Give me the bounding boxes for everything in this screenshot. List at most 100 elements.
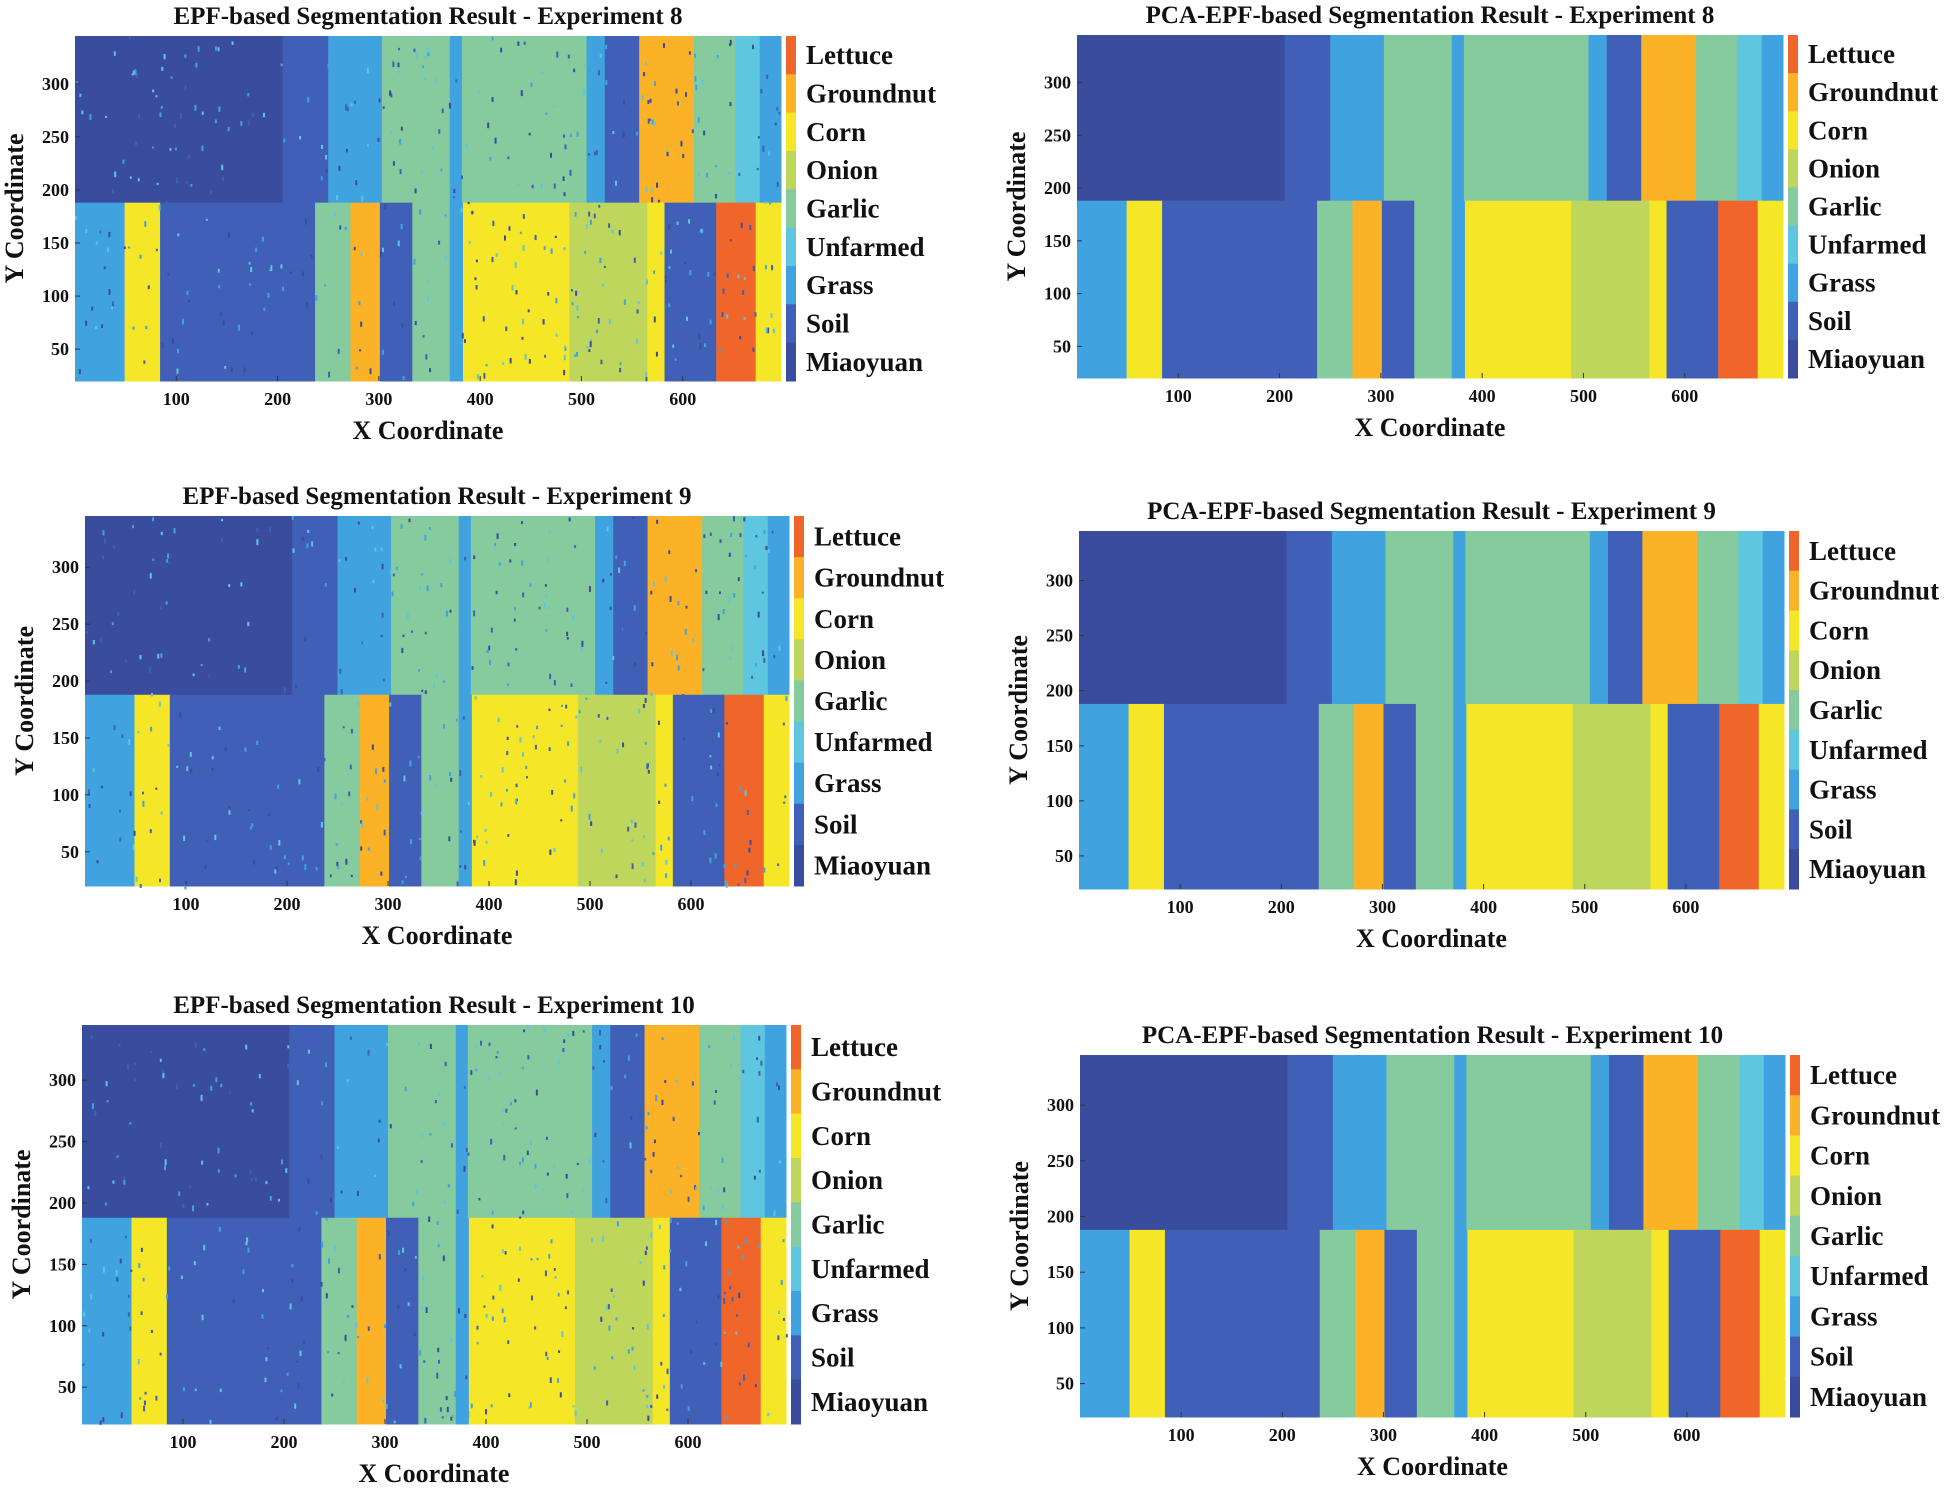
speckle xyxy=(563,354,566,361)
speckle xyxy=(287,1045,290,1049)
speckle xyxy=(250,1102,253,1106)
colorbar: LettuceGroundnutCornOnionGarlicUnfarmedG… xyxy=(1790,1055,1940,1418)
colorbar-swatch-grass xyxy=(1788,263,1798,303)
speckle xyxy=(92,768,95,772)
speckle xyxy=(605,1197,608,1204)
colorbar: LettuceGroundnutCornOnionGarlicUnfarmedG… xyxy=(791,1025,941,1425)
speckle xyxy=(717,614,720,621)
speckle xyxy=(573,68,576,73)
speckle xyxy=(485,1409,488,1415)
speckle xyxy=(541,71,544,74)
speckle xyxy=(335,144,338,147)
segment-grass xyxy=(1454,1229,1468,1418)
speckle xyxy=(374,1174,377,1177)
colorbar-swatch-unfarmed xyxy=(791,1246,801,1292)
speckle xyxy=(490,1404,493,1408)
speckle xyxy=(338,559,341,562)
speckle xyxy=(521,1157,524,1163)
speckle xyxy=(492,1295,495,1300)
speckle xyxy=(737,1245,740,1249)
speckle xyxy=(584,250,587,254)
speckle xyxy=(501,766,504,773)
speckle xyxy=(633,1365,636,1370)
speckle xyxy=(658,800,661,804)
speckle xyxy=(236,576,239,583)
speckle xyxy=(605,1306,608,1311)
panel-2: PCA-EPF-based Segmentation Result - Expe… xyxy=(1002,2,1938,442)
x-tick-label: 500 xyxy=(1572,1425,1599,1445)
speckle xyxy=(350,728,353,734)
speckle xyxy=(721,1205,724,1210)
speckle xyxy=(448,836,451,842)
speckle xyxy=(412,1297,415,1302)
speckle xyxy=(177,349,180,354)
speckle xyxy=(643,72,646,77)
segment-grass xyxy=(767,516,790,696)
speckle xyxy=(661,1099,664,1106)
speckle xyxy=(676,1166,679,1170)
speckle xyxy=(338,560,341,567)
speckle xyxy=(729,43,732,47)
speckle xyxy=(354,587,357,593)
speckle xyxy=(536,1257,539,1261)
speckle xyxy=(201,111,204,115)
speckle xyxy=(744,639,747,644)
colorbar-swatch-groundnut xyxy=(786,74,796,114)
speckle xyxy=(465,1375,468,1380)
speckle xyxy=(514,262,517,268)
speckle xyxy=(623,99,626,105)
speckle xyxy=(282,721,285,726)
speckle xyxy=(375,768,378,775)
speckle xyxy=(415,53,418,59)
y-tick-label: 150 xyxy=(1046,736,1073,756)
speckle xyxy=(210,190,213,195)
speckle xyxy=(201,820,204,825)
speckle xyxy=(618,567,621,574)
speckle xyxy=(723,1187,726,1193)
speckle xyxy=(501,1308,504,1314)
speckle xyxy=(656,519,659,524)
segment-grass xyxy=(1454,1055,1467,1231)
colorbar-swatch-soil xyxy=(791,1335,801,1381)
speckle xyxy=(336,1201,339,1207)
segment-unfarmed xyxy=(1738,531,1764,705)
speckle xyxy=(404,1268,407,1272)
speckle xyxy=(359,349,362,352)
speckle xyxy=(496,1051,499,1054)
speckle xyxy=(324,583,327,587)
legend-label: Groundnut xyxy=(1808,77,1938,107)
speckle xyxy=(729,239,732,242)
speckle xyxy=(85,229,88,234)
speckle xyxy=(381,612,384,618)
speckle xyxy=(459,830,462,833)
speckle xyxy=(664,1080,667,1084)
speckle xyxy=(123,1176,126,1182)
speckle xyxy=(413,48,416,53)
speckle xyxy=(342,1380,345,1384)
speckle xyxy=(158,701,161,707)
speckle xyxy=(610,1288,613,1292)
speckle xyxy=(737,274,740,279)
x-axis-label: X Coordinate xyxy=(1357,1452,1508,1481)
speckle xyxy=(501,1249,504,1253)
speckle xyxy=(392,573,395,577)
speckle xyxy=(463,1086,466,1089)
speckle xyxy=(457,318,460,322)
speckle xyxy=(431,146,434,150)
colorbar-swatch-onion xyxy=(1790,1175,1800,1217)
speckle xyxy=(483,859,486,866)
speckle xyxy=(367,847,370,851)
speckle xyxy=(102,1417,105,1423)
speckle xyxy=(606,716,609,720)
speckle xyxy=(197,46,200,52)
speckle xyxy=(709,709,712,713)
speckle xyxy=(588,1157,591,1164)
segment-garlic xyxy=(1695,35,1738,202)
speckle xyxy=(631,863,634,870)
speckle xyxy=(391,591,394,597)
segment-grass xyxy=(1077,200,1128,379)
colorbar-swatch-corn xyxy=(1788,111,1798,150)
speckle xyxy=(636,131,639,136)
speckle xyxy=(176,1241,179,1246)
speckle xyxy=(426,47,429,53)
